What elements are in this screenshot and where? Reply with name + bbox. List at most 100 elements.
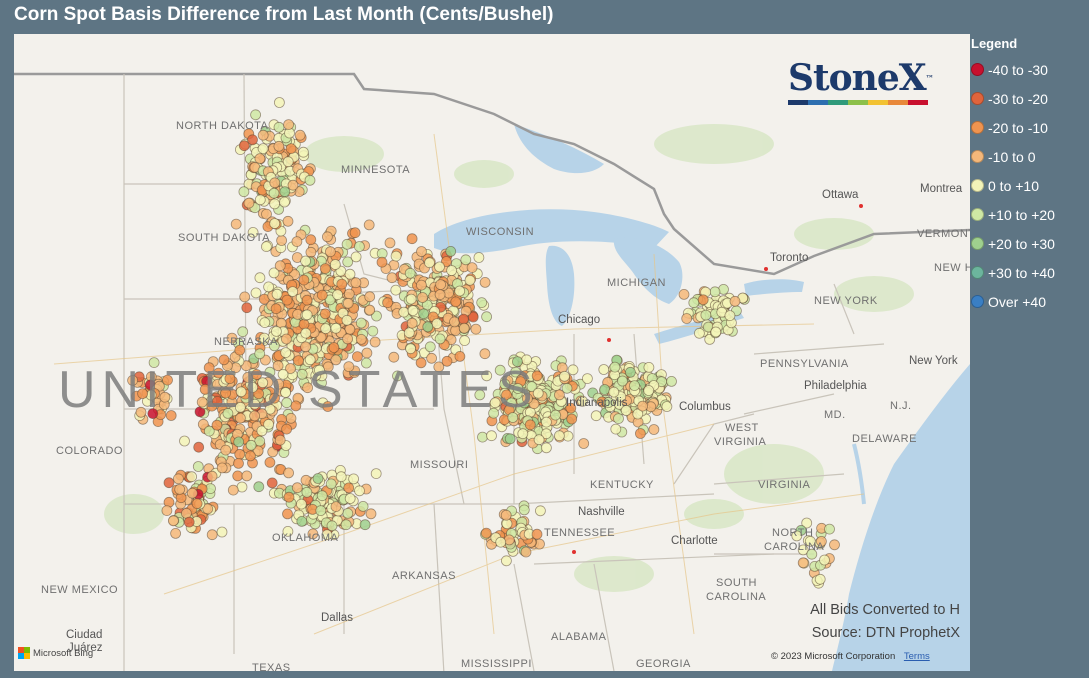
basis-point[interactable] [285, 363, 296, 374]
basis-point[interactable] [344, 493, 356, 504]
basis-point[interactable] [193, 441, 205, 453]
basis-point[interactable] [532, 387, 544, 399]
basis-point[interactable] [565, 402, 577, 414]
basis-point[interactable] [301, 309, 313, 321]
basis-point[interactable] [801, 517, 813, 529]
basis-point[interactable] [709, 286, 721, 298]
basis-point[interactable] [259, 317, 271, 329]
basis-point[interactable] [199, 383, 211, 395]
basis-point[interactable] [251, 369, 263, 380]
basis-point[interactable] [320, 323, 332, 335]
basis-point[interactable] [312, 473, 324, 484]
basis-point[interactable] [202, 503, 214, 515]
basis-point[interactable] [305, 234, 317, 246]
basis-point[interactable] [541, 416, 552, 428]
basis-point[interactable] [224, 373, 236, 385]
basis-point[interactable] [264, 403, 276, 415]
basis-point[interactable] [203, 425, 215, 437]
basis-point[interactable] [445, 245, 457, 257]
basis-point[interactable] [170, 527, 182, 539]
basis-point[interactable] [797, 557, 809, 569]
basis-point[interactable] [422, 321, 434, 333]
basis-point[interactable] [617, 375, 628, 387]
basis-point[interactable] [213, 367, 224, 379]
basis-point[interactable] [550, 409, 561, 421]
basis-point[interactable] [163, 477, 175, 489]
basis-point[interactable] [382, 297, 394, 309]
basis-point[interactable] [239, 291, 251, 303]
basis-point[interactable] [249, 410, 261, 422]
basis-point[interactable] [241, 302, 253, 314]
basis-point[interactable] [254, 194, 266, 206]
basis-point[interactable] [390, 250, 402, 262]
basis-point[interactable] [598, 364, 610, 375]
basis-point[interactable] [264, 366, 276, 378]
basis-point[interactable] [273, 121, 285, 133]
basis-point[interactable] [250, 287, 262, 299]
basis-point[interactable] [315, 505, 327, 517]
basis-point[interactable] [417, 292, 428, 303]
basis-point[interactable] [407, 305, 419, 317]
basis-point[interactable] [162, 374, 173, 386]
basis-point[interactable] [161, 505, 173, 517]
basis-point[interactable] [191, 498, 203, 510]
basis-point[interactable] [179, 435, 190, 447]
basis-point[interactable] [367, 325, 379, 337]
basis-point[interactable] [504, 433, 516, 445]
basis-point[interactable] [330, 501, 342, 513]
basis-point[interactable] [578, 438, 590, 449]
basis-point[interactable] [678, 288, 690, 300]
basis-point[interactable] [540, 428, 552, 440]
basis-point[interactable] [238, 186, 250, 198]
basis-point[interactable] [291, 236, 303, 248]
basis-point[interactable] [501, 389, 512, 401]
basis-point[interactable] [220, 387, 232, 399]
basis-point[interactable] [729, 295, 741, 307]
basis-point[interactable] [643, 361, 655, 373]
basis-point[interactable] [369, 336, 381, 348]
basis-point[interactable] [434, 289, 446, 301]
basis-point[interactable] [253, 481, 265, 493]
basis-point[interactable] [350, 277, 362, 289]
basis-point[interactable] [148, 357, 160, 369]
basis-point[interactable] [247, 226, 259, 238]
basis-point[interactable] [192, 461, 204, 472]
basis-point[interactable] [233, 457, 244, 469]
basis-point[interactable] [336, 278, 348, 290]
basis-point[interactable] [371, 310, 382, 322]
basis-point[interactable] [263, 281, 275, 293]
basis-point[interactable] [416, 246, 427, 257]
basis-point[interactable] [517, 428, 529, 440]
basis-point[interactable] [147, 408, 159, 420]
basis-point[interactable] [257, 129, 269, 141]
basis-point[interactable] [473, 252, 485, 263]
basis-point[interactable] [694, 327, 705, 339]
basis-point[interactable] [464, 274, 476, 286]
basis-point[interactable] [305, 246, 317, 258]
basis-point[interactable] [316, 490, 328, 502]
basis-point[interactable] [376, 256, 388, 268]
basis-data-points[interactable] [127, 97, 840, 589]
basis-point[interactable] [460, 254, 472, 266]
basis-point[interactable] [285, 143, 297, 154]
basis-point[interactable] [329, 259, 341, 270]
basis-point[interactable] [355, 333, 367, 345]
basis-point[interactable] [296, 368, 308, 380]
basis-point[interactable] [197, 418, 209, 430]
basis-point[interactable] [797, 544, 809, 556]
basis-point[interactable] [237, 326, 249, 338]
basis-point[interactable] [256, 425, 268, 437]
basis-point[interactable] [520, 546, 532, 558]
basis-point[interactable] [541, 442, 552, 454]
basis-point[interactable] [512, 383, 524, 394]
basis-point[interactable] [406, 317, 418, 329]
basis-point[interactable] [418, 308, 430, 320]
basis-point[interactable] [590, 410, 602, 422]
basis-point[interactable] [249, 398, 261, 410]
basis-point[interactable] [245, 439, 257, 451]
basis-point[interactable] [277, 368, 289, 380]
basis-point[interactable] [816, 535, 827, 547]
basis-point[interactable] [174, 483, 186, 495]
basis-point[interactable] [135, 406, 147, 418]
basis-point[interactable] [370, 468, 382, 480]
